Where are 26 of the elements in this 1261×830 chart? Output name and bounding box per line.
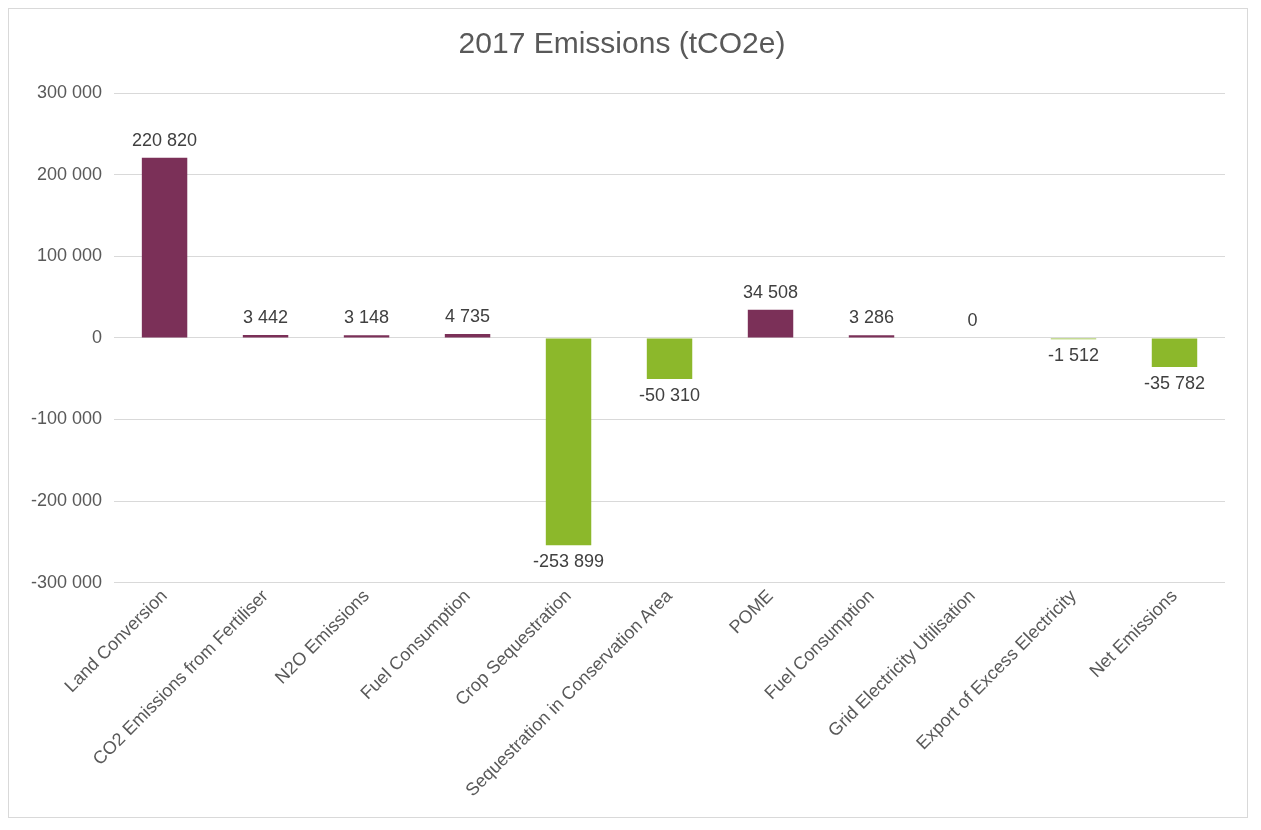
data-label: 3 286 <box>849 307 895 328</box>
data-label: 3 442 <box>243 307 289 328</box>
data-label: -35 782 <box>1143 373 1206 394</box>
y-tick-label: 0 <box>92 326 103 347</box>
chart-title: 2017 Emissions (tCO2e) <box>458 26 786 60</box>
bar <box>747 309 794 338</box>
data-label: -50 310 <box>639 384 701 405</box>
bar <box>848 335 895 338</box>
data-label: 4 735 <box>445 306 491 326</box>
y-tick-label: -300 000 <box>31 571 103 592</box>
y-tick-label: 100 000 <box>36 245 103 266</box>
data-label: 220 820 <box>132 129 198 150</box>
data-label: 0 <box>967 309 978 330</box>
bar <box>1151 338 1198 368</box>
y-tick-label: -200 000 <box>31 490 103 511</box>
bar <box>545 338 592 546</box>
bar <box>646 338 693 379</box>
data-label: 34 508 <box>742 281 799 302</box>
y-tick-label: 300 000 <box>36 81 103 102</box>
data-label: -1 512 <box>1047 345 1100 366</box>
y-tick-label: -100 000 <box>31 408 103 429</box>
y-tick-label: 200 000 <box>36 163 103 184</box>
data-label: -253 899 <box>533 551 605 572</box>
data-label: 3 148 <box>344 307 390 328</box>
bar <box>343 335 390 338</box>
bar <box>141 157 188 338</box>
